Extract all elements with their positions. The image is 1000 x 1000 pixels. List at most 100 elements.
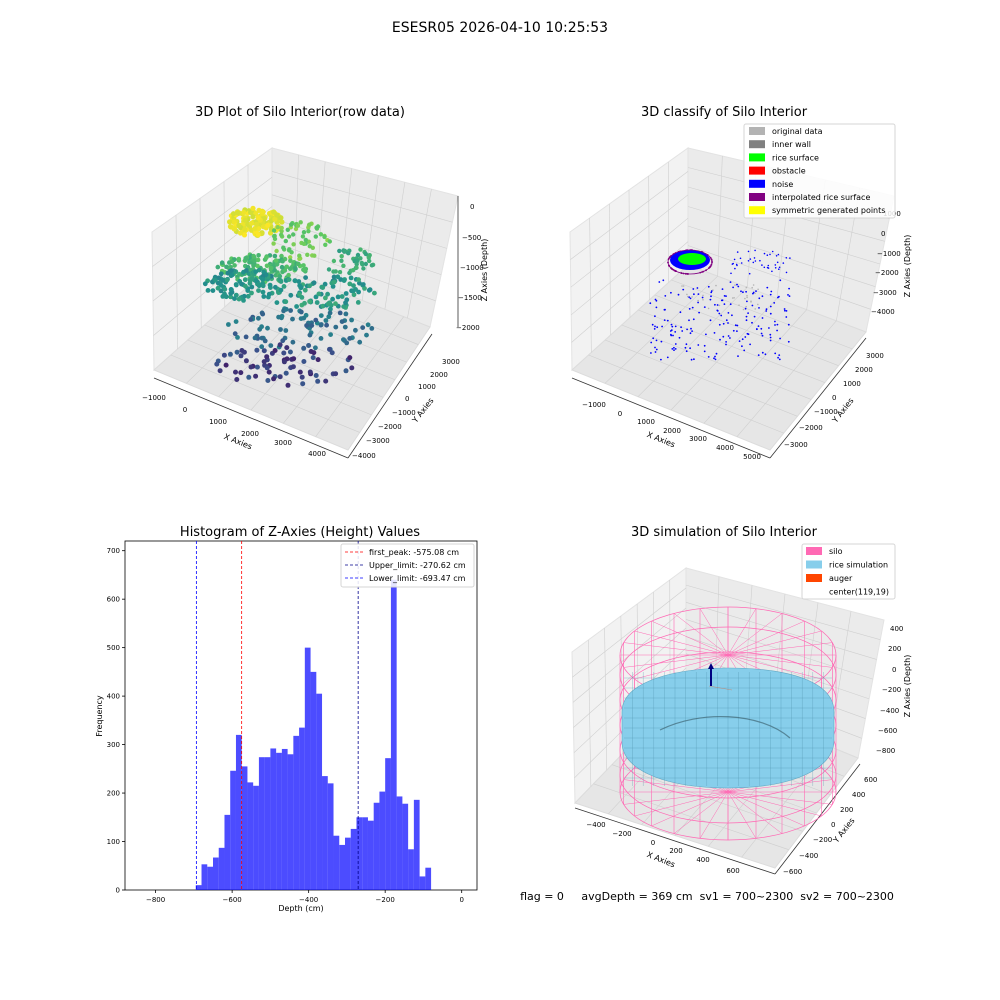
data-point	[339, 319, 345, 324]
data-point	[358, 256, 363, 261]
noise-point	[666, 356, 669, 359]
y-tick-label: 500	[107, 644, 120, 652]
noise-point	[732, 262, 734, 265]
noise-point	[709, 319, 712, 322]
grid-line	[271, 217, 442, 275]
noise-point	[737, 285, 740, 288]
data-point	[222, 286, 228, 292]
data-point	[236, 222, 242, 229]
grid-line	[407, 189, 432, 319]
silo-floor-rib	[673, 791, 729, 834]
noise-point	[774, 320, 776, 323]
noise-point	[778, 295, 780, 298]
silo-floor-rib	[623, 779, 729, 793]
rice-surface-cluster	[678, 253, 706, 265]
original-point	[744, 297, 746, 300]
data-point	[333, 371, 339, 377]
data-point	[315, 357, 321, 363]
noise-point	[785, 271, 788, 274]
data-point	[335, 294, 341, 300]
data-point	[244, 268, 249, 273]
noise-point	[787, 323, 790, 326]
y-tick-label: 600	[107, 596, 120, 604]
data-point	[272, 216, 278, 222]
data-point	[283, 328, 289, 333]
noise-point	[725, 343, 727, 346]
histogram-bar	[310, 671, 317, 891]
data-point	[224, 264, 229, 270]
noise-point	[666, 319, 669, 322]
x-tick-label: −1000	[142, 394, 166, 402]
axes-box	[151, 147, 459, 459]
data-point	[342, 248, 348, 254]
data-point	[233, 282, 239, 288]
legend-swatch	[749, 166, 765, 175]
histogram-bars	[195, 579, 432, 891]
data-point	[318, 232, 324, 237]
data-point	[264, 255, 269, 260]
grid-line	[250, 295, 352, 411]
noise-point	[769, 336, 772, 339]
data-point	[237, 271, 242, 277]
data-point	[350, 288, 356, 293]
data-point	[307, 244, 312, 249]
noise-point	[677, 293, 680, 296]
data-point	[261, 215, 267, 222]
x-ticks: −800 −600 −400 −200 0	[146, 890, 464, 904]
data-point	[227, 351, 233, 357]
data-point	[293, 226, 299, 232]
noise-point	[689, 347, 691, 350]
data-point	[280, 258, 285, 264]
noise-point	[710, 291, 713, 294]
x-tick-label: −1000	[582, 401, 606, 409]
noise-point	[766, 254, 769, 256]
grid-line	[570, 194, 689, 288]
data-point	[288, 266, 293, 272]
data-point	[339, 254, 344, 259]
noise-point	[785, 257, 788, 259]
grid-line	[573, 627, 687, 728]
data-point	[349, 317, 354, 323]
noise-point	[751, 304, 754, 307]
silo-roof-rib	[727, 613, 783, 656]
data-point	[337, 269, 343, 275]
data-point	[331, 274, 337, 280]
original-point	[697, 299, 699, 302]
legend-swatch	[806, 547, 822, 555]
data-point	[255, 257, 261, 263]
data-point	[333, 324, 339, 330]
data-point	[256, 253, 261, 258]
silo-roof-rib	[673, 613, 729, 656]
panel-title: 3D Plot of Silo Interior(row data)	[195, 105, 405, 120]
noise-point	[753, 315, 756, 318]
legend-label: Upper_limit: -270.62 cm	[369, 561, 466, 570]
data-point	[225, 270, 231, 276]
histogram-bar	[213, 857, 219, 890]
original-point	[754, 292, 756, 295]
noise-point	[787, 340, 790, 343]
data-point	[342, 324, 348, 330]
data-point	[277, 342, 283, 348]
noise-point	[652, 337, 655, 340]
data-point	[252, 335, 258, 341]
silo-wireframe	[619, 606, 837, 841]
data-point	[288, 255, 293, 260]
noise-point	[760, 327, 763, 330]
grid-line	[361, 175, 379, 301]
data-point	[333, 301, 338, 307]
x-tick-label: 600	[726, 867, 739, 875]
grid-line	[153, 235, 273, 336]
noise-point	[654, 315, 656, 318]
legend-entries: original data inner wall rice surface obsta…	[749, 127, 885, 215]
noise-point	[671, 325, 674, 328]
data-point	[289, 222, 294, 227]
grid-line	[628, 189, 631, 318]
data-point	[259, 230, 265, 236]
histogram-bar	[258, 757, 265, 890]
noise-point	[739, 257, 742, 260]
noise-point	[751, 321, 753, 324]
silo-roof-rib	[727, 620, 805, 656]
data-point	[364, 332, 369, 338]
noise-point	[757, 354, 760, 356]
